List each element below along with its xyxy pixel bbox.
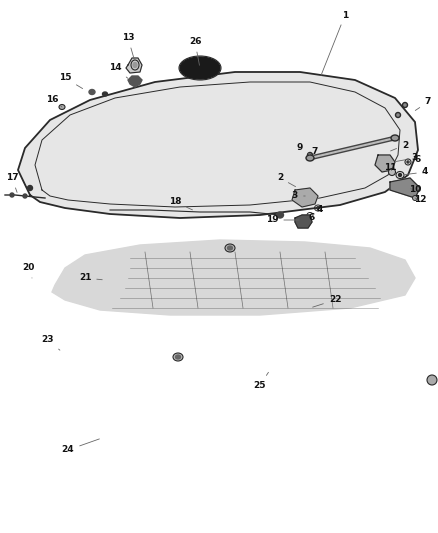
Text: 17: 17 xyxy=(6,174,18,192)
Text: 21: 21 xyxy=(79,273,102,282)
Text: 19: 19 xyxy=(266,215,299,224)
Ellipse shape xyxy=(23,194,27,198)
Polygon shape xyxy=(292,188,318,207)
Polygon shape xyxy=(390,178,420,198)
Text: 9: 9 xyxy=(297,143,310,155)
Ellipse shape xyxy=(176,355,180,359)
Polygon shape xyxy=(128,76,142,87)
Ellipse shape xyxy=(391,135,399,141)
Ellipse shape xyxy=(389,168,396,175)
Text: 12: 12 xyxy=(414,196,426,205)
Ellipse shape xyxy=(317,207,319,209)
Ellipse shape xyxy=(399,174,402,176)
Text: 3: 3 xyxy=(396,154,418,163)
Ellipse shape xyxy=(133,62,137,68)
Ellipse shape xyxy=(28,185,32,190)
Ellipse shape xyxy=(102,92,107,96)
Text: 15: 15 xyxy=(59,74,83,88)
Text: 23: 23 xyxy=(42,335,60,350)
Text: 18: 18 xyxy=(169,198,192,210)
Text: 1: 1 xyxy=(321,11,348,75)
Text: 20: 20 xyxy=(22,263,34,278)
Polygon shape xyxy=(295,215,312,228)
Text: 26: 26 xyxy=(189,37,201,65)
Text: 2: 2 xyxy=(277,174,296,187)
Ellipse shape xyxy=(306,155,314,161)
Polygon shape xyxy=(18,72,418,218)
Ellipse shape xyxy=(89,90,95,94)
Polygon shape xyxy=(126,58,142,73)
Text: 25: 25 xyxy=(254,373,268,390)
Text: 14: 14 xyxy=(109,63,128,78)
Ellipse shape xyxy=(407,161,409,163)
Text: 16: 16 xyxy=(46,95,62,107)
Text: 24: 24 xyxy=(62,439,99,455)
Text: 11: 11 xyxy=(384,164,396,173)
Ellipse shape xyxy=(10,193,14,197)
Text: 10: 10 xyxy=(409,185,421,195)
Ellipse shape xyxy=(227,246,233,250)
Ellipse shape xyxy=(225,244,235,252)
Text: 6: 6 xyxy=(408,156,421,165)
Text: 4: 4 xyxy=(405,167,428,176)
Polygon shape xyxy=(375,155,395,172)
Text: 6: 6 xyxy=(309,213,315,222)
Ellipse shape xyxy=(413,196,417,200)
Text: 7: 7 xyxy=(312,148,318,157)
Ellipse shape xyxy=(173,353,183,361)
Text: 7: 7 xyxy=(415,98,431,110)
Ellipse shape xyxy=(307,152,312,157)
Text: 2: 2 xyxy=(391,141,408,151)
Text: 3: 3 xyxy=(292,191,305,200)
Text: 4: 4 xyxy=(317,206,323,214)
Ellipse shape xyxy=(403,102,407,108)
Text: 22: 22 xyxy=(313,295,341,307)
Ellipse shape xyxy=(276,212,283,218)
Ellipse shape xyxy=(396,112,400,117)
Ellipse shape xyxy=(59,104,65,109)
Ellipse shape xyxy=(427,375,437,385)
Polygon shape xyxy=(52,240,415,315)
Text: 13: 13 xyxy=(122,34,134,59)
Ellipse shape xyxy=(180,57,220,79)
